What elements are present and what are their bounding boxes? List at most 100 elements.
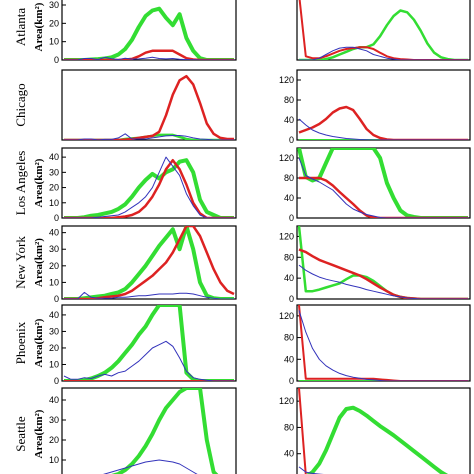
y-tick-label: 40 [284,449,294,459]
y-tick-label: 30 [49,244,59,254]
y-tick-label: 40 [49,152,59,162]
y-tick-label: 80 [284,333,294,343]
panel-right-row-0 [296,0,471,61]
panel-right-row-5: 40 80 120 [279,387,471,474]
series-line-2 [298,310,468,381]
panel-right-row-3: 0 40 80 120 [279,225,471,304]
panel-left-row-3: 0 10 20 30 40 Area(km²) New York [13,225,237,304]
series-line-2 [298,157,468,218]
series-line-0 [64,305,234,381]
panel-right-row-1: 0 40 80 120 [279,69,471,145]
panel-left-row-2: 0 10 20 30 40 Area(km²) Los Angeles [13,147,237,223]
y-tick-label: 30 [49,167,59,177]
y-tick-label: 20 [49,261,59,271]
y-tick-label: 120 [279,75,294,85]
y-tick-label: 0 [54,213,59,223]
y-tick-label: 10 [49,277,59,287]
y-tick-label: 120 [279,311,294,321]
y-axis-label: Area(km²) [33,238,45,287]
panel-left-row-0: 0 10 20 30 Area(km²) Atlanta [13,0,237,65]
y-tick-label: 0 [54,376,59,386]
series-line-2 [103,459,198,474]
y-axis-label: Area(km²) [33,409,45,458]
y-tick-label: 0 [289,213,294,223]
panel-right-row-4: 0 40 80 120 [279,304,471,386]
panel-right-row-2: 0 40 80 120 [279,147,471,223]
y-axis-label: Area(km²) [33,158,45,207]
y-tick-label: 30 [49,0,59,10]
y-tick-label: 80 [284,173,294,183]
panel-frame [61,304,237,382]
y-tick-label: 20 [49,435,59,445]
city-label: Atlanta [13,8,28,46]
y-axis-label: Area(km²) [33,2,45,51]
panel-frame [61,225,237,300]
panel-frame [61,69,237,141]
series-line-1 [298,248,468,299]
panel-frame [61,387,237,474]
y-tick-label: 120 [279,396,294,406]
city-label: Chicago [13,83,28,126]
y-tick-label: 0 [289,376,294,386]
series-line-1 [298,388,308,474]
city-label: Phoenix [13,321,28,364]
panel-frame [296,304,471,382]
series-line-1 [298,305,468,381]
y-tick-label: 20 [49,343,59,353]
series-line-2 [64,56,234,60]
y-tick-label: 10 [49,359,59,369]
city-label: Seattle [13,416,28,452]
panel-frame [296,387,471,474]
panel-frame [296,0,471,61]
y-tick-label: 10 [49,198,59,208]
series-line-1 [64,226,235,299]
series-line-1 [64,74,234,140]
series-line-2 [63,340,234,381]
series-line-2 [298,264,468,299]
y-tick-label: 40 [49,228,59,238]
series-line-1 [64,158,234,218]
y-tick-label: 40 [49,395,59,405]
series-line-0 [306,405,449,474]
series-line-2 [64,291,234,299]
y-tick-label: 40 [284,115,294,125]
series-line-1 [299,176,468,218]
y-tick-label: 80 [284,252,294,262]
y-tick-label: 40 [284,273,294,283]
y-tick-label: 20 [49,18,59,28]
y-tick-label: 30 [49,326,59,336]
panel-frame [296,69,471,141]
city-label: New York [13,236,28,289]
series-line-2 [299,46,468,60]
panel-left-row-4: 0 10 20 30 40 Area(km²) Phoenix [13,304,237,386]
series-line-1 [298,0,468,60]
y-tick-label: 0 [289,135,294,145]
y-tick-label: 10 [49,37,59,47]
series-line-0 [111,388,219,474]
y-tick-label: 10 [49,455,59,465]
y-tick-label: 0 [54,55,59,65]
panel-frame [296,147,471,219]
city-label: Los Angeles [13,151,28,216]
y-tick-label: 30 [49,415,59,425]
series-line-0 [64,158,234,218]
panel-frame [61,147,237,219]
y-tick-label: 80 [284,95,294,105]
y-tick-label: 0 [289,294,294,304]
y-tick-label: 120 [279,231,294,241]
y-tick-label: 20 [49,183,59,193]
y-tick-label: 40 [284,193,294,203]
series-line-2 [64,156,234,218]
y-axis-label: Area(km²) [33,318,45,367]
series-line-0 [299,9,468,60]
series-line-1 [64,49,234,60]
series-line-2 [64,133,234,140]
panel-left-row-1: Chicago [13,69,237,141]
y-tick-label: 40 [49,310,59,320]
panel-left-row-5: 10 20 30 40 Area(km²) Seattle [13,387,237,474]
y-tick-label: 0 [54,294,59,304]
series-line-0 [297,148,468,218]
series-line-2 [298,118,468,140]
panel-frame [296,225,471,300]
